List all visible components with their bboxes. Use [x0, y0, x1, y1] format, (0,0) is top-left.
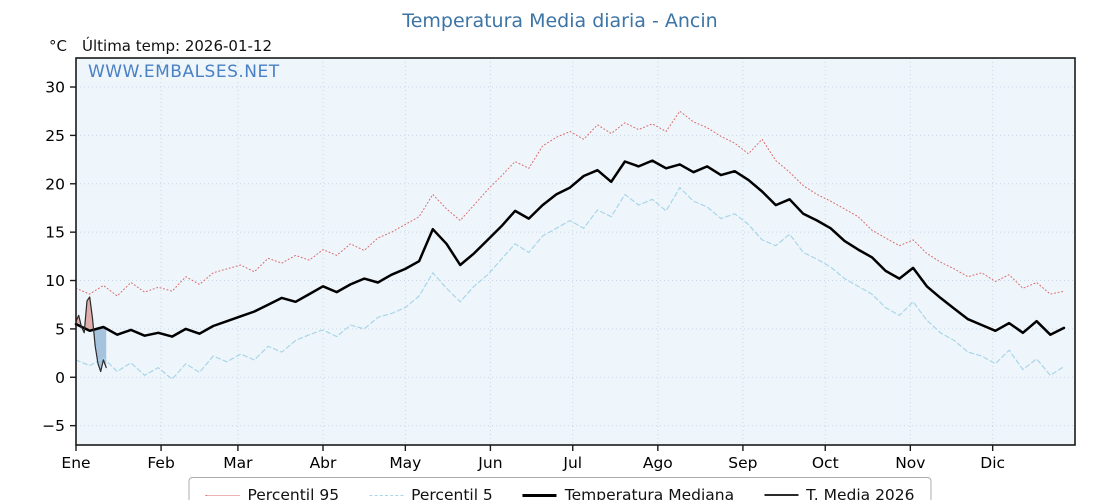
x-tick-label: May	[389, 454, 421, 472]
legend-line-sample	[205, 494, 240, 496]
y-tick-label: 0	[55, 369, 65, 387]
y-tick-label: 25	[45, 127, 65, 145]
legend-label: T. Media 2026	[806, 486, 915, 500]
y-tick-label: 15	[45, 224, 65, 242]
x-tick-label: Ene	[61, 454, 90, 472]
chart-title: Temperatura Media diaria - Ancin	[402, 10, 718, 32]
y-tick-label: 5	[55, 320, 65, 338]
x-tick-label: Sep	[728, 454, 757, 472]
legend-item-percentil-5: Percentil 5	[369, 486, 493, 500]
legend-item-percentil-95: Percentil 95	[205, 486, 339, 500]
x-tick-label: Abr	[310, 454, 337, 472]
x-tick-label: Jun	[477, 454, 502, 472]
x-tick-label: Feb	[147, 454, 174, 472]
chart-legend: Percentil 95 Percentil 5 Temperatura Media…	[188, 477, 932, 500]
series-percentil-5	[75, 187, 1065, 380]
legend-label: Percentil 5	[411, 486, 493, 500]
axes-spines	[75, 57, 1076, 446]
x-tick-label: Jul	[562, 454, 582, 472]
last-temp-label: Última temp: 2026-01-12	[82, 37, 273, 55]
series-t-media-2026	[75, 296, 107, 373]
y-tick-label: −5	[42, 417, 65, 435]
legend-line-sample	[369, 494, 404, 496]
x-tick-label: Mar	[223, 454, 253, 472]
x-tick-label: Dic	[980, 454, 1005, 472]
y-tick-label: 30	[45, 79, 65, 97]
y-tick-label: 10	[45, 272, 65, 290]
legend-line-sample	[522, 493, 557, 497]
series-percentil-95	[75, 110, 1065, 297]
legend-line-sample	[764, 494, 799, 496]
x-tick-label: Oct	[812, 454, 839, 472]
y-tick-label: 20	[45, 175, 65, 193]
legend-item-temperatura-mediana: Temperatura Mediana	[522, 486, 735, 500]
legend-item-t-media-2026: T. Media 2026	[764, 486, 915, 500]
legend-label: Percentil 95	[247, 486, 340, 500]
y-axis-unit-label: °C	[49, 37, 67, 55]
plot-background	[76, 58, 1075, 445]
x-tick-label: Nov	[895, 454, 925, 472]
watermark: WWW.EMBALSES.NET	[88, 62, 280, 82]
series-temperatura-mediana	[74, 159, 1066, 338]
legend-label: Temperatura Mediana	[564, 486, 735, 500]
x-tick-label: Ago	[643, 454, 673, 472]
